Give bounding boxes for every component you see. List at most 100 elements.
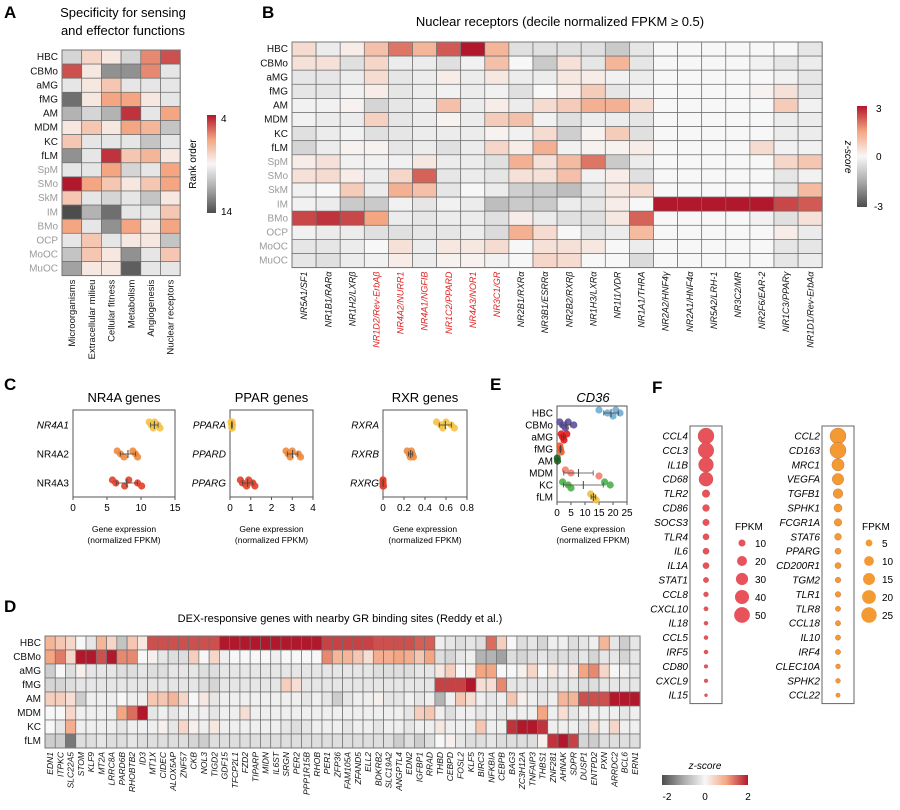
- heatmap-cell: [315, 55, 341, 71]
- heatmap-cell: [749, 239, 775, 254]
- heatmap-cell: [311, 705, 323, 721]
- heatmap-cell: [749, 140, 775, 156]
- heatmap-cell: [598, 691, 610, 707]
- plot-frame: [72, 409, 176, 498]
- heatmap-cell: [321, 677, 333, 693]
- heatmap-cell: [352, 691, 364, 707]
- heatmap-cell: [101, 190, 122, 206]
- heatmap-cell: [280, 691, 292, 707]
- heatmap-cell: [208, 719, 220, 735]
- heatmap-cell: [557, 649, 569, 665]
- heatmap-cell: [229, 635, 241, 651]
- heatmap-cell: [198, 691, 210, 707]
- heatmap-cell: [436, 55, 462, 71]
- heatmap-row-label: HBC: [267, 44, 288, 55]
- heatmap-cell: [75, 663, 87, 679]
- heatmap-cell: [301, 691, 313, 707]
- heatmap-cell: [311, 719, 323, 735]
- heatmap-cell: [315, 239, 341, 254]
- heatmap-cell: [388, 140, 413, 156]
- heatmap-cell: [516, 677, 528, 693]
- heatmap-cell: [455, 649, 467, 665]
- bubble: [703, 649, 709, 655]
- heatmap-cell: [653, 126, 678, 142]
- heatmap-cell: [315, 210, 341, 226]
- heatmap-cell: [321, 691, 333, 707]
- heatmap-cell: [578, 691, 590, 707]
- heatmap-cell: [604, 182, 630, 198]
- heatmap-cell: [424, 733, 436, 749]
- heatmap-cell: [342, 635, 354, 651]
- legend-label: 50: [755, 611, 767, 622]
- legend-bubble: [862, 590, 876, 604]
- x-tick-label: 0: [380, 503, 386, 514]
- bubble: [702, 547, 710, 555]
- heatmap-cell: [95, 677, 107, 693]
- x-axis-label-line1: Gene expression: [239, 524, 304, 534]
- heatmap-row-label: MDM: [34, 123, 58, 134]
- heatmap-cell: [797, 224, 823, 240]
- x-tick-label: 20: [607, 508, 619, 519]
- heatmap-cell: [653, 210, 678, 226]
- heatmap-cell: [140, 190, 161, 206]
- heatmap-cell: [773, 239, 799, 254]
- heatmap-column-label: SLC22A5: [66, 752, 76, 789]
- heatmap-cell: [61, 77, 83, 93]
- heatmap-column-label: NR5A2/LRH-1: [709, 272, 719, 330]
- heatmap-cell: [567, 719, 579, 735]
- heatmap-cell: [339, 55, 365, 71]
- heatmap-cell: [412, 69, 437, 85]
- heatmap-cell: [106, 649, 118, 665]
- heatmap-cell: [797, 210, 823, 226]
- heatmap-cell: [61, 134, 83, 150]
- legend-label: 5: [882, 539, 888, 550]
- heatmap-cell: [460, 126, 486, 142]
- heatmap-cell: [352, 663, 364, 679]
- heatmap-cell: [532, 224, 558, 240]
- heatmap-cell: [653, 168, 678, 184]
- heatmap-cell: [434, 677, 446, 693]
- heatmap-column-label: ELL2: [363, 752, 373, 772]
- heatmap-cell: [75, 719, 87, 735]
- heatmap-cell: [95, 663, 107, 679]
- heatmap-cell: [508, 98, 534, 113]
- heatmap-cell: [412, 224, 437, 240]
- heatmap-cell: [508, 154, 534, 170]
- heatmap-cell: [701, 83, 727, 99]
- heatmap-cell: [485, 705, 497, 721]
- heatmap-cell: [619, 733, 631, 749]
- heatmap-cell: [315, 168, 341, 184]
- heatmap-cell: [393, 705, 405, 721]
- heatmap-cell: [436, 196, 462, 212]
- heatmap-cell: [65, 663, 77, 679]
- x-axis-label-line2: (normalized FPKM): [87, 535, 160, 545]
- heatmap-cell: [147, 663, 159, 679]
- heatmap-cell: [315, 253, 341, 268]
- panel-a-title-line1: Specificity for sensing: [60, 5, 186, 20]
- heatmap-cell: [516, 733, 528, 749]
- panel-e-xlabel-line2: (normalized FPKM): [556, 535, 629, 545]
- cell-type-label: MDM: [529, 469, 553, 480]
- heatmap-cell: [188, 635, 200, 651]
- heatmap-cell: [414, 705, 425, 721]
- heatmap-cell: [604, 224, 630, 240]
- heatmap-cell: [436, 253, 462, 268]
- heatmap-cell: [249, 649, 261, 665]
- heatmap-cell: [101, 232, 122, 248]
- heatmap-cell: [629, 635, 641, 651]
- heatmap-cell: [249, 733, 261, 749]
- heatmap-cell: [140, 49, 161, 65]
- heatmap-cell: [484, 98, 510, 113]
- bubble: [829, 442, 847, 459]
- heatmap-cell: [701, 140, 727, 156]
- panel-a-label: A: [4, 3, 16, 22]
- heatmap-cell: [516, 649, 528, 665]
- heatmap-cell: [629, 733, 641, 749]
- heatmap-cell: [677, 41, 703, 57]
- heatmap-cell: [280, 705, 292, 721]
- panel-e-label: E: [490, 375, 501, 394]
- heatmap-cell: [414, 663, 425, 679]
- gene-label: IL10: [801, 633, 821, 644]
- heatmap-column-label: FOSL2: [456, 752, 466, 779]
- heatmap-cell: [578, 719, 590, 735]
